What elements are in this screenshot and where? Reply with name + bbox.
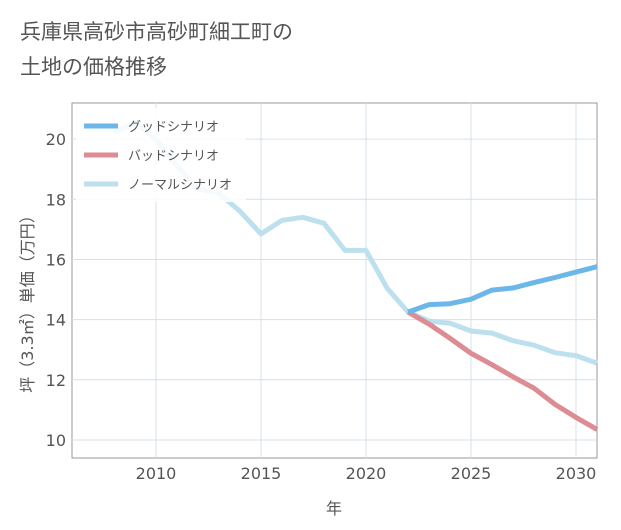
legend-item-bad-label: バッドシナリオ [128, 149, 219, 164]
x-tick-label: 2020 [346, 464, 387, 483]
legend-item-normal-label: ノーマルシナリオ [128, 178, 232, 193]
x-axis-ticks: 2010 2015 2020 2025 2030 [136, 464, 597, 483]
good-scenario-line [407, 264, 598, 315]
y-axis-ticks: 10 12 14 16 18 20 [46, 130, 66, 450]
x-tick-label: 2025 [451, 464, 492, 483]
x-tick-label: 2015 [241, 464, 282, 483]
y-axis-title: 坪（3.3㎡）単価（万円） [18, 207, 37, 392]
y-tick-label: 16 [46, 250, 66, 269]
chart-title-line-1: 兵庫県高砂市高砂町細工町の [20, 20, 293, 44]
x-tick-label: 2010 [136, 464, 177, 483]
y-tick-label: 10 [46, 431, 66, 450]
x-tick-label: 2030 [556, 464, 597, 483]
y-tick-label: 14 [46, 311, 66, 330]
y-tick-label: 12 [46, 371, 66, 390]
legend-item-good-label: グッドシナリオ [128, 120, 219, 135]
y-tick-label: 20 [46, 130, 66, 149]
y-tick-label: 18 [46, 190, 66, 209]
x-axis-title: 年 [326, 499, 342, 518]
chart-title-line-2: 土地の価格推移 [20, 55, 167, 79]
bad-scenario-line [406, 309, 599, 432]
